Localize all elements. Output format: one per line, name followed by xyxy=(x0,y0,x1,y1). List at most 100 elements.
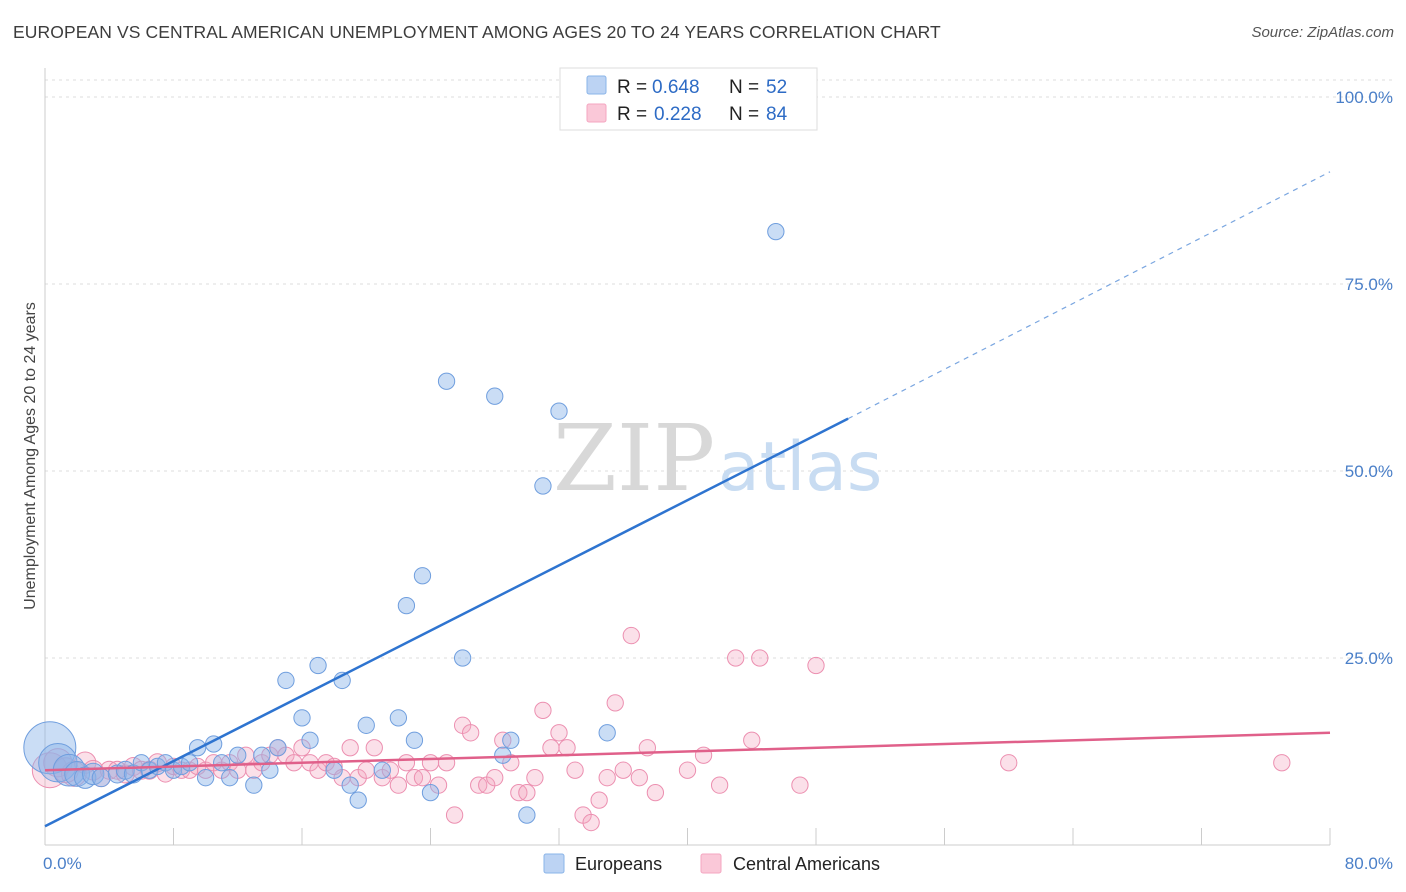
point-central-americans xyxy=(791,776,809,794)
trend-line-europeans xyxy=(44,417,849,828)
y-tick-labels: 25.0% 50.0% 75.0% 100.0% xyxy=(1335,88,1393,668)
svg-text:N =: N = xyxy=(729,77,759,98)
legend-r-central-americans: 0.228 xyxy=(654,104,702,125)
watermark-zip: ZIP xyxy=(553,405,715,512)
bottom-legend-swatch-europeans xyxy=(543,853,565,874)
point-europeans xyxy=(518,806,536,824)
watermark: ZIP atlas xyxy=(553,405,882,512)
point-europeans xyxy=(277,671,295,690)
point-central-americans xyxy=(710,776,729,794)
point-central-americans xyxy=(486,769,504,787)
point-central-americans xyxy=(751,649,769,667)
point-central-americans xyxy=(526,769,544,787)
legend-n-central-americans: 84 xyxy=(766,104,788,125)
point-europeans xyxy=(534,477,552,495)
point-europeans xyxy=(405,731,424,749)
point-europeans xyxy=(253,746,271,764)
point-central-americans xyxy=(462,724,480,742)
point-central-americans xyxy=(582,813,600,832)
point-central-americans xyxy=(694,746,713,764)
svg-text:R =: R = xyxy=(617,104,647,125)
point-central-americans xyxy=(727,649,745,667)
bottom-legend: Europeans Central Americans xyxy=(543,853,880,874)
point-central-americans xyxy=(1000,754,1018,772)
point-central-americans xyxy=(542,739,560,757)
y-tick-label: 100.0% xyxy=(1335,88,1393,107)
point-central-americans xyxy=(614,761,632,779)
point-europeans xyxy=(357,716,375,734)
y-tick-label: 75.0% xyxy=(1345,275,1393,294)
point-europeans xyxy=(341,776,359,794)
point-central-americans xyxy=(421,754,440,772)
point-central-americans xyxy=(365,739,383,757)
point-europeans xyxy=(389,709,408,727)
legend-swatch-central-americans xyxy=(586,103,607,123)
bottom-legend-swatch-central-americans xyxy=(700,853,722,874)
point-europeans xyxy=(229,746,247,764)
point-europeans xyxy=(413,567,432,585)
point-central-americans xyxy=(606,694,624,712)
point-central-americans xyxy=(598,769,616,787)
x-tick-label-max: 80.0% xyxy=(1345,854,1393,873)
point-central-americans xyxy=(807,656,825,675)
point-central-americans xyxy=(341,739,359,757)
svg-text:R =: R = xyxy=(617,77,647,98)
point-europeans xyxy=(494,746,512,764)
grid-lines xyxy=(45,79,1392,659)
y-tick-label: 25.0% xyxy=(1345,649,1393,668)
point-central-americans xyxy=(590,791,608,809)
point-central-americans xyxy=(622,626,640,645)
point-europeans xyxy=(397,596,416,615)
legend-swatch-europeans xyxy=(586,75,607,95)
svg-text:N =: N = xyxy=(729,104,759,125)
point-central-americans xyxy=(558,739,576,757)
point-europeans xyxy=(437,372,456,390)
legend-n-europeans: 52 xyxy=(766,77,787,98)
point-central-americans xyxy=(389,776,408,794)
point-europeans xyxy=(550,402,568,420)
point-central-americans xyxy=(413,769,432,787)
point-central-americans xyxy=(445,806,464,824)
x-tick-labels: 0.0% 80.0% xyxy=(43,854,1393,873)
point-europeans xyxy=(245,776,263,794)
legend-box: R = 0.648 N = 52 R = 0.228 N = 84 xyxy=(559,67,818,131)
point-central-americans xyxy=(357,761,375,779)
point-central-americans xyxy=(534,701,552,720)
point-europeans xyxy=(213,754,231,772)
point-europeans xyxy=(91,768,111,788)
point-central-americans xyxy=(646,783,665,802)
trend-line-europeans-extension xyxy=(847,171,1331,420)
point-europeans xyxy=(309,656,327,675)
point-europeans xyxy=(196,769,215,787)
bottom-legend-europeans: Europeans xyxy=(575,854,662,874)
point-central-americans xyxy=(397,754,416,772)
point-central-americans xyxy=(566,761,584,779)
legend-r-europeans: 0.648 xyxy=(652,77,700,98)
point-europeans xyxy=(301,731,319,749)
watermark-atlas: atlas xyxy=(718,428,882,507)
point-central-americans xyxy=(550,724,568,742)
bottom-legend-central-americans: Central Americans xyxy=(733,854,880,874)
point-europeans xyxy=(598,724,616,742)
point-europeans xyxy=(293,709,311,727)
point-central-americans xyxy=(1273,754,1291,772)
point-europeans xyxy=(349,791,367,809)
point-europeans xyxy=(221,769,239,787)
point-central-americans xyxy=(518,783,536,802)
point-europeans xyxy=(269,739,287,757)
point-europeans xyxy=(453,649,472,667)
point-central-americans xyxy=(678,761,697,779)
axes xyxy=(44,68,1331,846)
point-europeans xyxy=(486,387,504,405)
point-europeans xyxy=(502,731,520,749)
y-axis-label: Unemployment Among Ages 20 to 24 years xyxy=(22,302,39,610)
chart-title: EUROPEAN VS CENTRAL AMERICAN UNEMPLOYMEN… xyxy=(13,22,941,42)
trend-line-central-americans xyxy=(44,731,1331,772)
point-central-americans xyxy=(743,731,761,749)
point-central-americans xyxy=(630,769,648,787)
point-europeans xyxy=(64,761,91,787)
source-label: Source: ZipAtlas.com xyxy=(1251,24,1394,41)
x-tick-label-min: 0.0% xyxy=(43,854,82,873)
point-europeans xyxy=(261,761,279,779)
